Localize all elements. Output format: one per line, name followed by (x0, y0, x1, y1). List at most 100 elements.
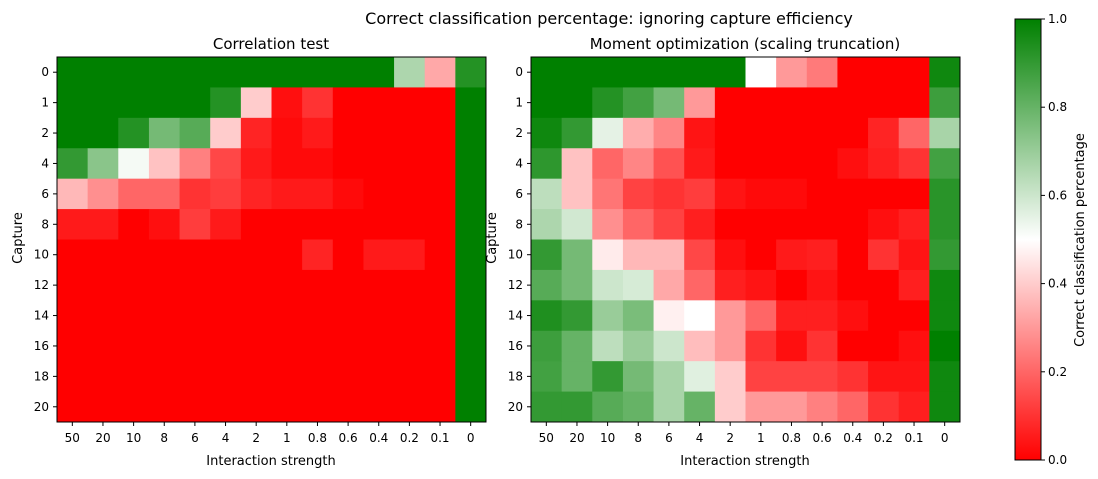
colorbar-tick-label: 0.4 (1048, 277, 1067, 291)
x-axis-ticks: 50 20 10 8 6 4 2 1 0.8 0.6 0.4 0.2 0.1 0 (65, 422, 475, 445)
heatmap-cell (179, 239, 211, 271)
heatmap-cell (394, 269, 426, 301)
heatmap-cell (148, 269, 180, 301)
x-tick-label: 0 (467, 431, 475, 445)
heatmap-cell (868, 361, 900, 392)
heatmap-cell (806, 361, 838, 392)
heatmap-cell (714, 57, 746, 88)
heatmap-cell (745, 178, 777, 210)
y-tick-label: 0 (515, 65, 523, 79)
heatmap-cell (837, 148, 869, 180)
heatmap-cell (87, 178, 119, 210)
heatmap-cell (57, 269, 89, 301)
heatmap-cell (394, 148, 426, 180)
y-tick-label: 14 (34, 309, 49, 323)
heatmap-cell (592, 300, 624, 332)
heatmap-cell (653, 239, 685, 271)
heatmap-cell (271, 330, 303, 362)
heatmap-cell (684, 87, 716, 119)
heatmap-cell (745, 209, 777, 240)
x-tick-label: 6 (191, 431, 199, 445)
heatmap-cell (210, 87, 242, 119)
heatmap-cell (837, 391, 869, 423)
x-tick-label: 8 (160, 431, 168, 445)
colorbar-tick-label: 0.6 (1048, 188, 1067, 202)
heatmap-cell (745, 330, 777, 362)
heatmap-cell (148, 87, 180, 119)
heatmap-cell (87, 391, 119, 423)
heatmap-cell (424, 361, 456, 392)
heatmap-cell (898, 330, 930, 362)
heatmap-cell (179, 117, 211, 149)
heatmap-cell (118, 57, 150, 88)
heatmap-cell (424, 239, 456, 271)
heatmap-cell (684, 361, 716, 392)
heatmap-cell (561, 57, 593, 88)
heatmap-cell (653, 117, 685, 149)
heatmap-panel-correlation-test: Correlation test 50 20 10 8 6 4 2 1 0.8 0.6 0.4 0.2… (11, 35, 487, 469)
heatmap-cell (898, 148, 930, 180)
heatmap-cell (561, 178, 593, 210)
heatmap-cell (745, 269, 777, 301)
heatmap-cell (332, 361, 364, 392)
heatmap-cell (622, 239, 654, 271)
heatmap-cell (424, 391, 456, 423)
heatmap-cell (271, 239, 303, 271)
heatmap-cell (531, 330, 563, 362)
heatmap-cell (118, 330, 150, 362)
heatmap-cell (868, 178, 900, 210)
heatmap-cell (561, 361, 593, 392)
y-axis-label: Capture (485, 212, 500, 264)
heatmap-cell (302, 148, 334, 180)
heatmap-cell (929, 361, 961, 392)
heatmap-cell (561, 117, 593, 149)
y-tick-label: 12 (34, 278, 49, 292)
heatmap-cell (118, 300, 150, 332)
heatmap-cell (929, 209, 961, 240)
heatmap-cell (240, 148, 272, 180)
heatmap-cell (455, 269, 487, 301)
heatmap-cell (148, 117, 180, 149)
heatmap-cell (271, 300, 303, 332)
heatmap-cell (714, 117, 746, 149)
panel-title: Moment optimization (scaling truncation) (590, 35, 901, 53)
heatmap-cell (592, 269, 624, 301)
heatmap-cell (898, 269, 930, 301)
heatmap-cell (653, 209, 685, 240)
heatmap-cell (240, 361, 272, 392)
heatmap-cell (332, 209, 364, 240)
heatmap-cell (87, 57, 119, 88)
heatmap-cell (148, 209, 180, 240)
heatmap-cell (745, 148, 777, 180)
heatmap-cell (745, 117, 777, 149)
y-tick-label: 8 (41, 217, 49, 231)
heatmap-cell (87, 330, 119, 362)
heatmap-cell (118, 269, 150, 301)
heatmap-cell (118, 87, 150, 119)
heatmap-cell (302, 391, 334, 423)
heatmap-cell (57, 87, 89, 119)
heatmap-cell (332, 391, 364, 423)
heatmap-cell (332, 269, 364, 301)
heatmap-cell (455, 330, 487, 362)
heatmap-cell (592, 117, 624, 149)
heatmap-cell (622, 300, 654, 332)
x-tick-label: 6 (665, 431, 673, 445)
heatmap-cell (837, 117, 869, 149)
heatmap-cell (868, 300, 900, 332)
heatmap-cell (531, 87, 563, 119)
heatmap-cell (684, 239, 716, 271)
heatmap-cell (394, 178, 426, 210)
heatmap-cell (271, 87, 303, 119)
heatmap-cell (592, 391, 624, 423)
heatmap-cell (271, 209, 303, 240)
heatmap-cell (622, 178, 654, 210)
heatmap-cell (837, 330, 869, 362)
heatmap-cell (868, 239, 900, 271)
heatmap-cell (561, 330, 593, 362)
y-tick-label: 10 (508, 248, 523, 262)
heatmap-panel-moment-optimization: Moment optimization (scaling truncation)… (485, 35, 961, 469)
y-tick-label: 20 (508, 400, 523, 414)
